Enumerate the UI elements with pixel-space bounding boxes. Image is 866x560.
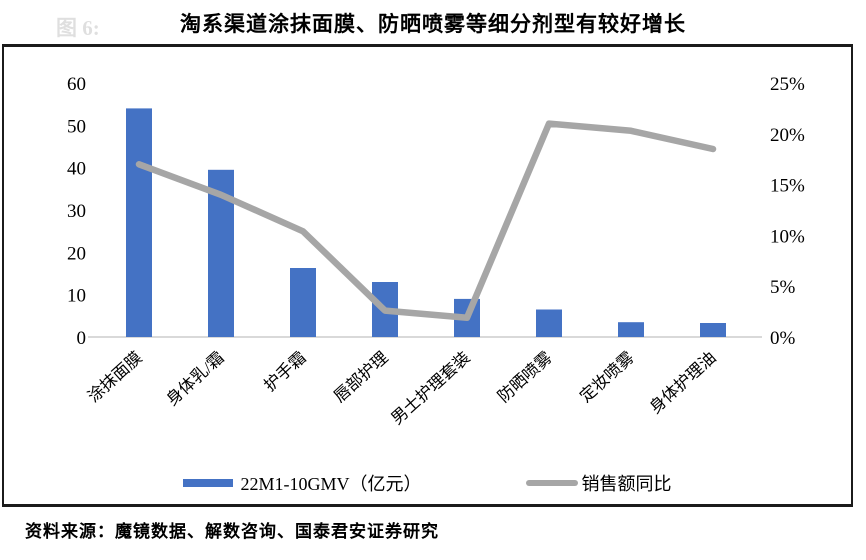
bar-7 — [700, 323, 726, 337]
x-axis-label: 身体乳/霜 — [163, 348, 228, 409]
x-axis-label: 护手霜 — [260, 348, 309, 395]
bar-5 — [536, 309, 562, 337]
chart-canvas: 0 10 20 30 40 50 60 0% 5% 10% 15% 20% 25% 涂抹面膜 身体乳/霜 护手… — [67, 74, 805, 428]
right-axis-tick: 5% — [770, 277, 796, 298]
x-axis-label: 唇部护理 — [330, 348, 392, 406]
legend-entry-yoy: 销售额同比 — [525, 470, 672, 496]
right-axis-tick: 15% — [770, 176, 805, 197]
source-note: 资料来源：魔镜数据、解数咨询、国泰君安证券研究 — [25, 522, 439, 541]
x-axis-label: 防晒喷雾 — [494, 348, 556, 406]
figure-number-label: 图 6: — [56, 16, 100, 40]
chart-title: 淘系渠道涂抹面膜、防晒喷雾等细分剂型有较好增长 — [180, 12, 686, 36]
trend-line — [135, 120, 717, 321]
left-axis-tick: 0 — [77, 328, 87, 349]
bar-2 — [290, 268, 316, 337]
left-axis-tick: 50 — [67, 116, 86, 137]
legend-entry-gmv: 22M1-10GMV（亿元） — [183, 470, 422, 496]
bar-0 — [126, 108, 152, 338]
x-axis-label: 定妆喷雾 — [576, 348, 638, 406]
bar-series-swatch-icon — [183, 479, 234, 487]
left-axis-tick: 20 — [67, 243, 86, 264]
right-axis-tick: 10% — [770, 226, 805, 247]
chart-frame: 0 10 20 30 40 50 60 0% 5% 10% 15% 20% 25% 涂抹面膜 身体乳/霜 护手… — [2, 44, 853, 507]
left-axis-tick: 60 — [67, 74, 86, 95]
left-axis-tick: 10 — [67, 286, 86, 307]
right-axis-tick: 0% — [770, 328, 796, 349]
x-axis-label: 身体护理油 — [646, 348, 720, 417]
left-axis-tick: 40 — [67, 159, 86, 180]
legend-label-yoy: 销售额同比 — [581, 474, 672, 494]
x-axis-label: 涂抹面膜 — [84, 348, 146, 406]
chart-legend: 22M1-10GMV（亿元） 销售额同比 — [4, 470, 851, 496]
right-axis-tick: 20% — [770, 125, 805, 146]
bar-6 — [618, 322, 644, 337]
legend-label-gmv: 22M1-10GMV（亿元） — [240, 474, 422, 494]
right-axis-tick: 25% — [770, 74, 805, 95]
left-axis-tick: 30 — [67, 201, 86, 222]
x-axis-label: 男士护理套装 — [387, 348, 473, 428]
line-series-swatch-icon — [525, 480, 578, 486]
